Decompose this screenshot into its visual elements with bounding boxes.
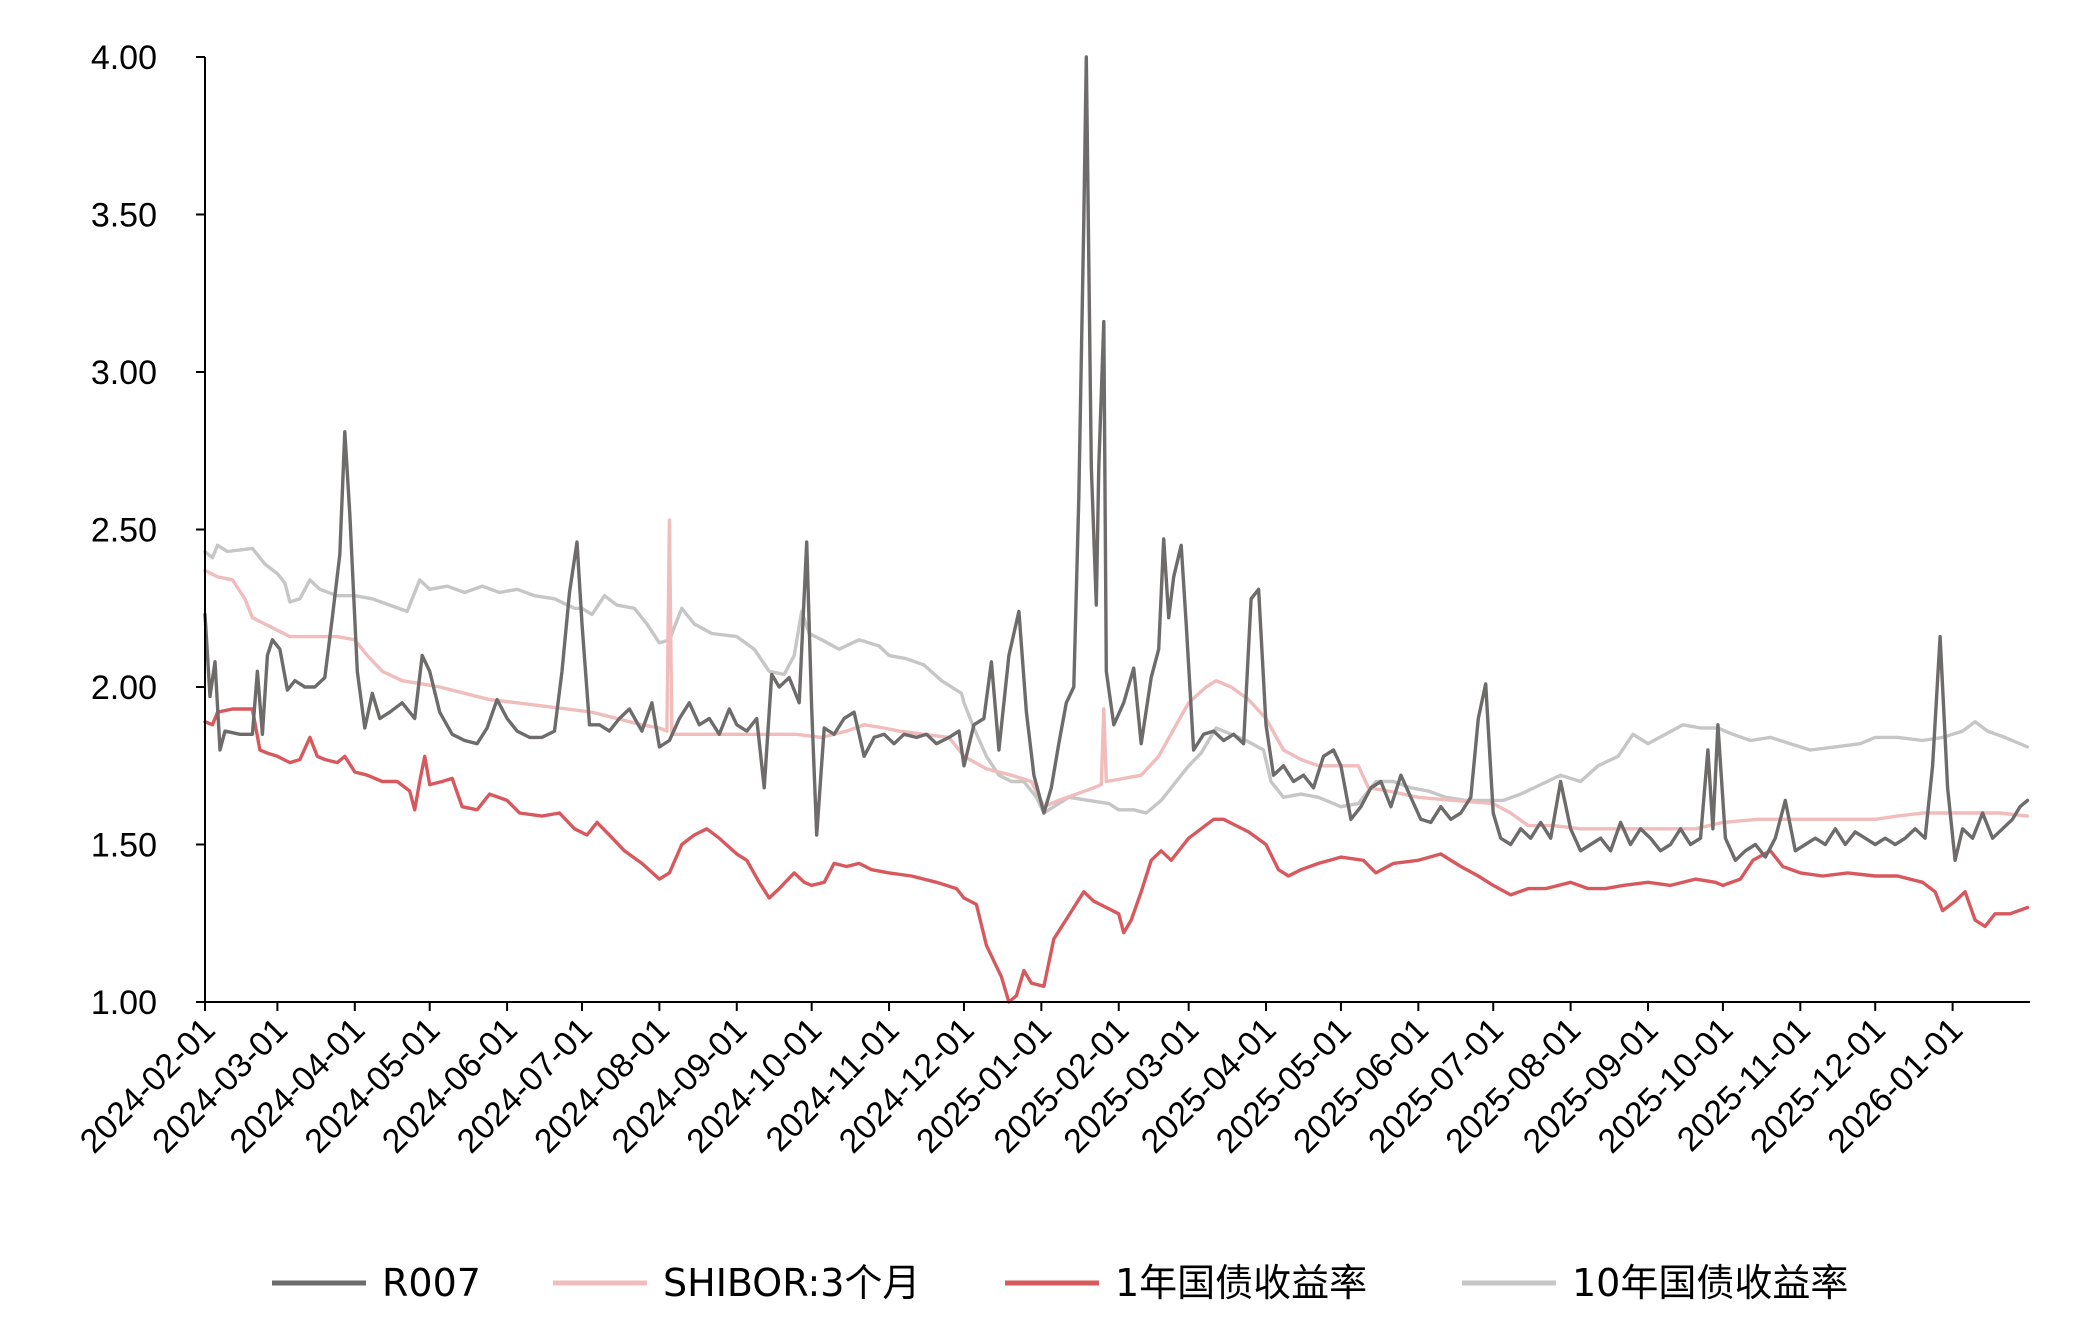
x-tick-labels: 2024-02-012024-03-012024-04-012024-05-01… [73,1011,1970,1161]
legend-label-0: R007 [382,1261,481,1305]
series-line-1 [203,518,2030,831]
plot-lines [203,55,2030,1004]
y-tick-label: 3.00 [91,354,157,392]
y-tick-label: 1.00 [91,984,157,1022]
y-tick-labels: 1.00 1.50 2.00 2.50 3.00 3.50 4.00 [91,39,157,1022]
legend-label-2: 1年国债收益率 [1115,1261,1367,1305]
y-tick-label: 2.00 [91,669,157,707]
legend: R007 SHIBOR:3个月 1年国债收益率 10年国债收益率 [272,1261,1848,1305]
y-tick-label: 3.50 [91,197,157,235]
series-line-3 [203,543,2030,815]
y-tick-label: 2.50 [91,512,157,550]
series-line-2 [203,707,2030,1004]
y-tick-label: 4.00 [91,39,157,77]
series-line-0 [203,55,2030,862]
legend-label-3: 10年国债收益率 [1572,1261,1848,1305]
y-tick-label: 1.50 [91,827,157,865]
axes [196,56,2030,1011]
legend-label-1: SHIBOR:3个月 [663,1261,920,1305]
